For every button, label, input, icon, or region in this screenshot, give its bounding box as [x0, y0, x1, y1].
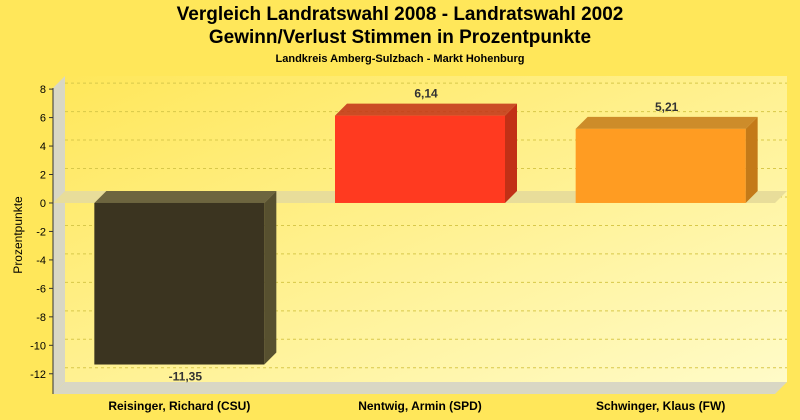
bar-side — [264, 190, 277, 365]
bar-top — [335, 103, 517, 116]
bar-top — [94, 190, 277, 203]
bar-side — [745, 116, 758, 203]
y-tick-label: -10 — [30, 340, 46, 352]
y-tick-label: -4 — [36, 255, 46, 267]
bar-value-label: 6,14 — [414, 87, 438, 101]
bar-side — [505, 103, 517, 203]
left-wall — [53, 76, 65, 394]
bar — [335, 115, 505, 203]
x-category-label: Reisinger, Richard (CSU) — [108, 399, 250, 413]
plot-floor — [53, 382, 787, 394]
chart-caption: Landkreis Amberg-Sulzbach - Markt Hohenb… — [275, 53, 525, 65]
y-tick-label: 6 — [40, 113, 46, 125]
bar-value-label: 5,21 — [655, 100, 679, 114]
y-tick-label: 2 — [40, 170, 46, 182]
x-category-label: Nentwig, Armin (SPD) — [358, 399, 482, 413]
y-tick-label: 0 — [40, 198, 46, 210]
y-tick-label: -12 — [30, 369, 46, 381]
y-axis-label: Prozentpunkte — [11, 196, 25, 274]
chart-subtitle: Gewinn/Verlust Stimmen in Prozentpunkte — [208, 27, 592, 48]
y-tick-label: 4 — [40, 141, 46, 153]
x-category-label: Schwinger, Klaus (FW) — [596, 399, 725, 413]
chart-title: Vergleich Landratswahl 2008 - Landratswa… — [176, 4, 624, 25]
y-tick-label: -2 — [36, 226, 46, 238]
bar-top — [575, 116, 758, 129]
y-tick-label: -8 — [36, 312, 46, 324]
bar — [94, 202, 265, 365]
bar — [575, 128, 746, 203]
y-tick-label: 8 — [40, 84, 46, 96]
bar-value-label: -11,35 — [169, 370, 203, 384]
y-tick-label: -6 — [36, 283, 46, 295]
